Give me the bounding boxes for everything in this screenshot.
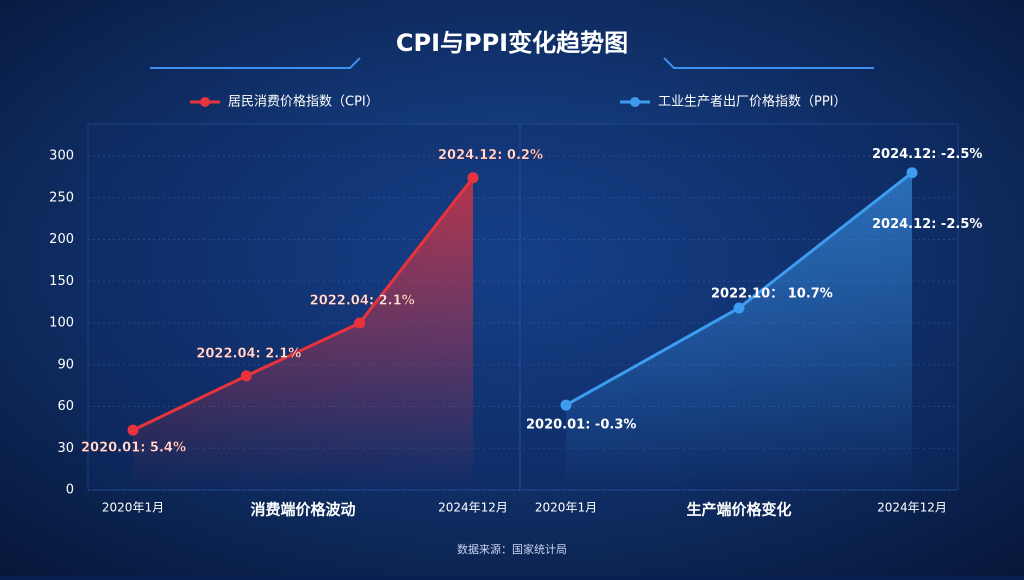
annotation: 2022.04: 2.1% [310, 294, 415, 309]
legend-label: 居民消费价格指数（CPI） [228, 94, 379, 110]
x-tick-label: 2024年12月 [877, 501, 947, 515]
x-tick-label: 2020年1月 [102, 501, 164, 515]
annotation: 2020.01: -0.3% [526, 418, 636, 433]
annotation: 2024.12: -2.5% [872, 147, 982, 162]
y-tick-label: 30 [57, 441, 74, 456]
point [240, 370, 252, 382]
title: CPI与PPI变化趋势图 [396, 29, 628, 57]
point [127, 424, 139, 436]
annotation: 2022.04: 2.1% [196, 346, 301, 361]
x-tick-label: 2024年12月 [438, 501, 508, 515]
title-decoration [150, 57, 874, 69]
legend-label: 工业生产者出厂价格指数（PPI） [658, 94, 847, 110]
y-tick-label: 250 [49, 190, 74, 205]
y-tick-label: 60 [57, 399, 74, 414]
point [733, 302, 745, 314]
y-tick-label: 0 [66, 483, 74, 498]
legend-marker [630, 97, 640, 107]
annotation: 2024.12: -2.5% [872, 217, 982, 232]
x-axis-label: 生产端价格变化 [686, 501, 791, 519]
point [467, 172, 479, 184]
point [560, 399, 572, 411]
point [354, 317, 366, 329]
area [566, 172, 912, 490]
y-tick-label: 90 [57, 357, 74, 372]
annotation: 2022.10： 10.7% [711, 286, 833, 301]
area [133, 177, 473, 490]
source: 数据来源：国家统计局 [457, 542, 567, 556]
legend-marker [200, 97, 210, 107]
x-axis-label: 消费端价格波动 [250, 501, 355, 519]
point [906, 167, 918, 179]
y-tick-label: 100 [49, 316, 74, 331]
line [132, 176, 475, 432]
y-tick-label: 200 [49, 232, 74, 247]
annotation: 2024.12: 0.2% [438, 148, 543, 163]
y-tick-label: 150 [49, 274, 74, 289]
annotation: 2020.01: 5.4% [81, 441, 186, 456]
y-tick-label: 300 [49, 149, 74, 164]
x-tick-label: 2020年1月 [535, 501, 597, 515]
